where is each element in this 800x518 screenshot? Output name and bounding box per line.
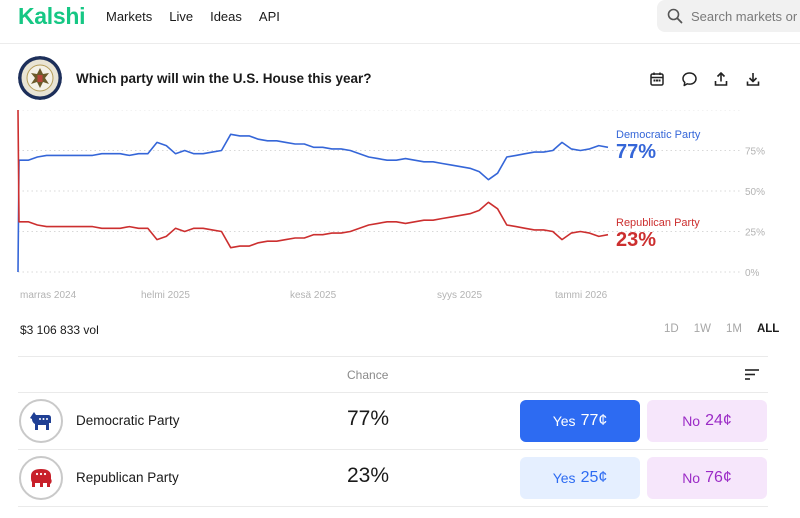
- kalshi-logo[interactable]: Kalshi: [18, 3, 86, 29]
- price-chart[interactable]: 75% 50% 25% 0% marras 2024 helmi 2025 kesä 202…: [0, 109, 800, 310]
- x-tick-label: kesä 2025: [290, 290, 337, 301]
- search-box[interactable]: [657, 0, 800, 32]
- market-question: Which party will win the U.S. House this…: [76, 71, 372, 86]
- nav-markets[interactable]: Markets: [106, 9, 153, 24]
- no-label: No: [682, 470, 701, 486]
- y-tick-label: 50%: [745, 187, 765, 198]
- yes-price: 77¢: [580, 412, 608, 429]
- outcome-row-democratic[interactable]: Democratic Party 77% Yes 77¢ No 24¢: [18, 393, 768, 449]
- series-name-label: Republican Party: [616, 217, 700, 229]
- yes-price: 25¢: [580, 469, 608, 486]
- nav-api[interactable]: API: [258, 9, 280, 24]
- x-tick-label: helmi 2025: [141, 290, 190, 301]
- range-1d[interactable]: 1D: [664, 323, 679, 335]
- trading-volume: $3 106 833 vol: [20, 323, 99, 337]
- nav-live[interactable]: Live: [169, 9, 194, 24]
- outcome-name: Republican Party: [76, 470, 179, 485]
- divider: [18, 506, 768, 507]
- download-icon[interactable]: [744, 70, 762, 88]
- comment-icon[interactable]: [680, 70, 698, 88]
- outcome-row-republican[interactable]: Republican Party 23% Yes 25¢ No 76¢: [18, 450, 768, 506]
- no-label: No: [682, 413, 701, 429]
- yes-label: Yes: [552, 413, 576, 429]
- sort-icon[interactable]: [744, 368, 760, 382]
- y-tick-label: 75%: [745, 147, 765, 158]
- outcome-chance: 23%: [347, 464, 390, 487]
- range-1w[interactable]: 1W: [693, 323, 711, 335]
- donkey-icon: [19, 399, 63, 443]
- series-value-label: 77%: [616, 141, 656, 163]
- range-all[interactable]: ALL: [756, 323, 780, 335]
- share-icon[interactable]: [712, 70, 730, 88]
- series-value-label: 23%: [616, 229, 656, 251]
- top-nav: Kalshi Markets Live Ideas API: [0, 0, 800, 44]
- outcome-name: Democratic Party: [76, 413, 180, 428]
- series-line-democratic: [17, 133, 609, 273]
- no-price: 24¢: [705, 412, 732, 429]
- buy-yes-button[interactable]: Yes 77¢: [520, 400, 640, 442]
- buy-yes-button[interactable]: Yes 25¢: [520, 457, 640, 499]
- price-chart-svg: 75% 50% 25% 0% marras 2024 helmi 2025 kesä 202…: [17, 109, 765, 301]
- buy-no-button[interactable]: No 24¢: [647, 400, 767, 442]
- series-name-label: Democratic Party: [616, 129, 701, 141]
- y-tick-label: 0%: [745, 268, 760, 279]
- elephant-icon: [19, 456, 63, 500]
- market-actions: [648, 70, 776, 88]
- search-icon: [667, 8, 683, 24]
- nav-links: Markets Live Ideas API: [106, 9, 297, 24]
- divider: [18, 392, 768, 393]
- divider: [18, 356, 768, 357]
- search-input[interactable]: [691, 8, 800, 24]
- x-tick-label: tammi 2026: [555, 290, 608, 301]
- range-1m[interactable]: 1M: [725, 323, 742, 335]
- y-tick-label: 25%: [745, 228, 765, 239]
- x-tick-label: marras 2024: [20, 290, 77, 301]
- x-tick-label: syys 2025: [437, 290, 482, 301]
- calendar-icon[interactable]: [648, 70, 666, 88]
- chance-column-header: Chance: [347, 368, 389, 382]
- yes-label: Yes: [552, 470, 576, 486]
- series-line-republican: [17, 109, 609, 249]
- nav-ideas[interactable]: Ideas: [210, 9, 242, 24]
- time-range-selector: 1D 1W 1M ALL: [664, 323, 779, 335]
- buy-no-button[interactable]: No 76¢: [647, 457, 767, 499]
- divider: [18, 449, 768, 450]
- house-seal-icon: [18, 56, 62, 100]
- outcome-chance: 77%: [347, 407, 390, 430]
- no-price: 76¢: [705, 469, 732, 486]
